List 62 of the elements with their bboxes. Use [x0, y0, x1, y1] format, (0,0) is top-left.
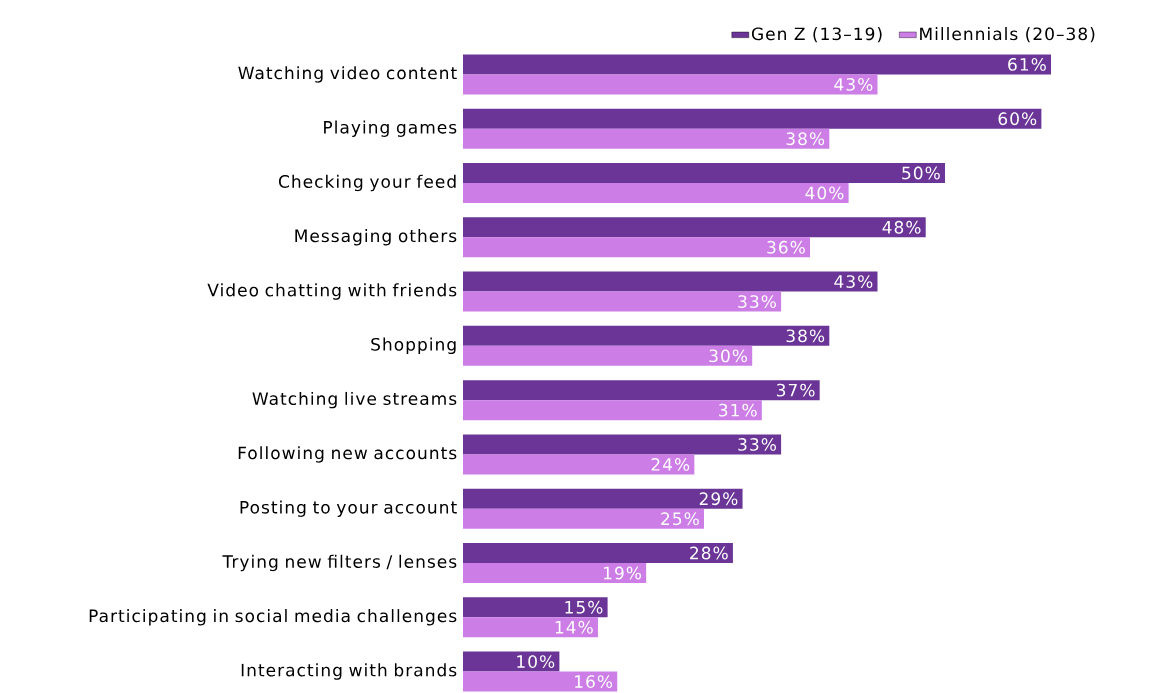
data-label: 29%	[699, 492, 738, 506]
bar	[463, 454, 695, 475]
bar	[463, 163, 945, 183]
legend-label: Millennials (20–38)	[920, 27, 1095, 43]
bar	[463, 74, 878, 95]
y-tick-label: Watching live streams	[252, 391, 457, 409]
bar	[463, 400, 762, 421]
data-label: 33%	[738, 437, 776, 451]
data-label: 14%	[555, 620, 593, 634]
y-tick-label: Watching video content	[238, 66, 457, 83]
y-tick-label: Shopping	[371, 337, 456, 355]
y-tick-label: Checking your feed	[278, 174, 456, 192]
data-label: 50%	[902, 166, 940, 180]
bar	[463, 617, 598, 638]
data-label: 31%	[719, 403, 757, 417]
data-label: 16%	[575, 675, 613, 688]
y-tick-label: Following new accounts	[238, 446, 457, 463]
y-tick-label: Posting to your account	[240, 500, 457, 517]
bar	[463, 54, 1052, 75]
y-tick-label: Interacting with brands	[241, 663, 457, 680]
data-label: 28%	[690, 546, 728, 560]
bar	[463, 671, 618, 692]
bar	[463, 325, 830, 346]
y-tick-label: Participating in social media challenges	[89, 609, 457, 626]
data-label: 37%	[776, 383, 815, 397]
bar	[463, 563, 647, 583]
y-tick-label: Playing games	[324, 120, 457, 137]
data-label: 60%	[998, 112, 1037, 126]
bar	[463, 217, 926, 238]
bar	[463, 508, 704, 529]
data-label: 15%	[565, 600, 603, 614]
data-label: 61%	[1008, 57, 1046, 71]
bar	[463, 237, 811, 258]
bar	[463, 651, 560, 672]
data-label: 19%	[604, 566, 642, 580]
bar	[463, 183, 849, 203]
bar	[463, 380, 820, 401]
data-label: 40%	[805, 186, 844, 200]
bar	[463, 345, 753, 366]
bar	[463, 488, 743, 509]
data-label: 10%	[517, 655, 555, 668]
data-label: 33%	[738, 295, 776, 308]
data-label: 30%	[709, 349, 748, 363]
data-label: 38%	[786, 132, 825, 146]
y-tick-label: Video chatting with friends	[207, 283, 457, 300]
y-tick-label: Trying new filters / lenses	[222, 554, 457, 572]
bar	[463, 128, 830, 149]
bar	[463, 597, 608, 618]
data-label: 25%	[661, 512, 699, 526]
data-label: 24%	[651, 457, 690, 471]
legend-label: Gen Z (13–19)	[751, 27, 882, 43]
data-label: 43%	[834, 77, 873, 91]
data-label: 38%	[786, 329, 825, 343]
bar	[463, 108, 1042, 129]
data-label: 36%	[767, 240, 805, 254]
data-label: 48%	[882, 220, 921, 234]
y-tick-label: Messaging others	[295, 229, 457, 246]
bar	[463, 271, 878, 292]
bar	[463, 543, 733, 563]
bar	[463, 434, 782, 455]
data-label: 43%	[834, 275, 873, 288]
bar	[463, 291, 782, 312]
